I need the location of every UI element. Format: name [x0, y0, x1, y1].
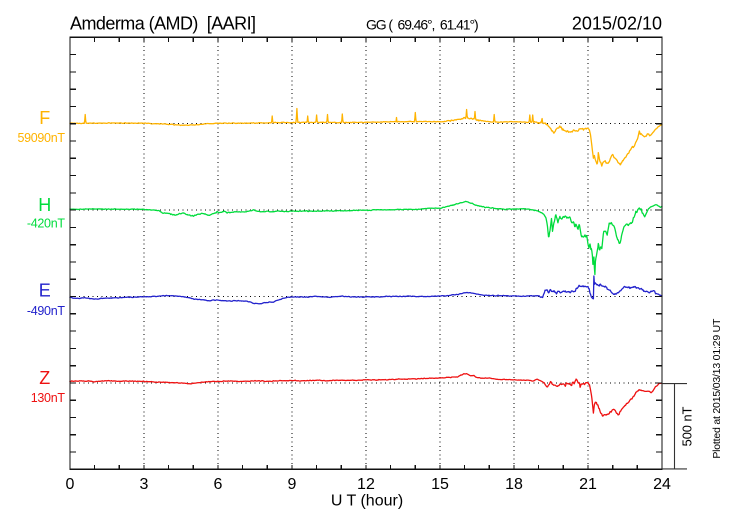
svg-text:-490nT: -490nT [27, 304, 65, 318]
svg-text:500 nT: 500 nT [680, 406, 695, 446]
svg-text:59090nT: 59090nT [17, 131, 65, 145]
svg-text:E: E [39, 281, 51, 301]
svg-text:15: 15 [431, 476, 449, 493]
svg-text:Z: Z [39, 368, 50, 388]
svg-text:9: 9 [287, 476, 296, 493]
svg-text:2015/02/10: 2015/02/10 [572, 14, 662, 34]
svg-text:H: H [38, 195, 51, 215]
svg-text:Plotted at 2015/03/13 01:29 UT: Plotted at 2015/03/13 01:29 UT [711, 318, 723, 459]
svg-text:0: 0 [65, 476, 74, 493]
svg-text:Amderma (AMD) [AARI]: Amderma (AMD) [AARI] [70, 14, 255, 34]
svg-text:24: 24 [653, 476, 671, 493]
svg-text:-420nT: -420nT [27, 217, 65, 231]
svg-text:3: 3 [139, 476, 148, 493]
svg-text:130nT: 130nT [31, 391, 66, 405]
svg-text:18: 18 [505, 476, 523, 493]
svg-text:6: 6 [213, 476, 222, 493]
svg-text:F: F [39, 108, 50, 128]
svg-text:GG ( 69.46°, 61.41°): GG ( 69.46°, 61.41°) [366, 17, 478, 33]
svg-text:21: 21 [579, 476, 597, 493]
svg-text:U T (hour): U T (hour) [331, 493, 403, 510]
svg-text:12: 12 [357, 476, 375, 493]
